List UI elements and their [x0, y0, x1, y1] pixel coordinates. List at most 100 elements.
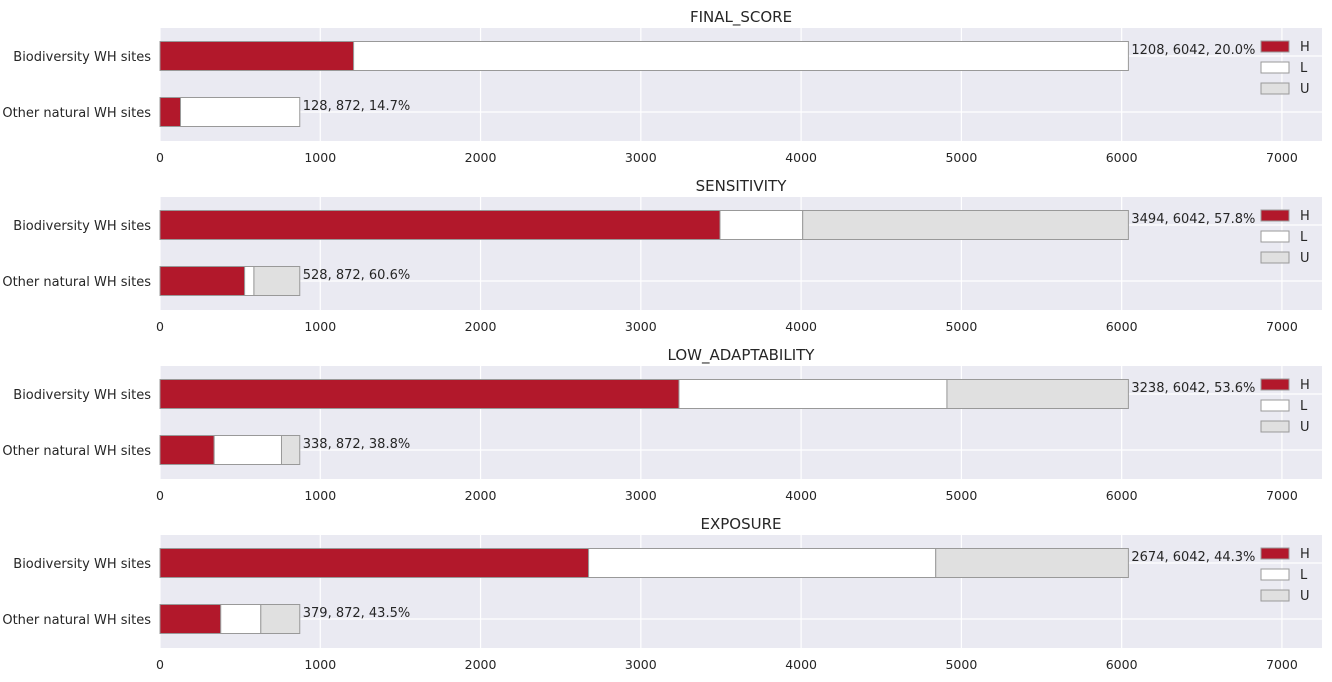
x-tick-label: 0: [156, 488, 164, 503]
x-tick-label: 3000: [625, 319, 657, 334]
bar-segment-h: [159, 266, 246, 296]
x-tick-label: 3000: [625, 150, 657, 165]
bar-value-label: 128, 872, 14.7%: [303, 99, 410, 114]
x-tick-label: 5000: [945, 150, 977, 165]
category-label: Other natural WH sites: [2, 444, 151, 459]
bar-segment-h: [159, 41, 355, 71]
x-tick-label: 1000: [304, 319, 336, 334]
x-tick-label: 4000: [785, 488, 817, 503]
x-tick-label: 4000: [785, 319, 817, 334]
bar-segment-u: [253, 266, 301, 296]
x-tick-label: 2000: [465, 657, 497, 672]
bar-segment-l: [244, 266, 255, 296]
x-tick-label: 4000: [785, 150, 817, 165]
bar-segment-l: [220, 604, 262, 634]
chart-title: EXPOSURE: [700, 515, 781, 533]
bar-segment-u: [260, 604, 301, 634]
bar-segment-h: [159, 97, 182, 127]
x-tick-label: 5000: [945, 319, 977, 334]
legend-label: H: [1300, 40, 1310, 55]
x-tick-label: 6000: [1106, 319, 1138, 334]
legend-label: U: [1300, 82, 1310, 97]
bar-segment-l: [353, 41, 1129, 71]
x-tick-label: 5000: [945, 657, 977, 672]
bar-segment-l: [678, 379, 948, 409]
bar-value-label: 338, 872, 38.8%: [303, 437, 410, 452]
legend-label: U: [1300, 420, 1310, 435]
legend: HLU: [1260, 40, 1310, 97]
bar-segment-h: [159, 604, 222, 634]
legend-swatch-l: [1260, 230, 1290, 243]
bar-segment-u: [280, 435, 301, 465]
legend-label: U: [1300, 251, 1310, 266]
x-tick-label: 0: [156, 319, 164, 334]
legend: HLU: [1260, 547, 1310, 604]
bar-segment-l: [213, 435, 282, 465]
x-tick-label: 6000: [1106, 150, 1138, 165]
x-tick-label: 0: [156, 150, 164, 165]
category-label: Biodiversity WH sites: [13, 50, 151, 65]
bar-segment-l: [719, 210, 804, 240]
legend-swatch-u: [1260, 589, 1290, 602]
legend-swatch-u: [1260, 82, 1290, 95]
category-label: Biodiversity WH sites: [13, 219, 151, 234]
legend: HLU: [1260, 209, 1310, 266]
subplot-sensitivity: SENSITIVITY 0 1000 2000 3000 4000 5000 6000 7000…: [2, 177, 1322, 334]
legend-swatch-h: [1260, 547, 1290, 560]
x-tick-label: 7000: [1266, 150, 1298, 165]
bar-segment-h: [159, 548, 590, 578]
category-label: Other natural WH sites: [2, 275, 151, 290]
subplot-final-score: FINAL_SCORE 0 1000 2000 3000 4000 5000 6000 7000…: [2, 8, 1322, 165]
x-tick-label: 7000: [1266, 657, 1298, 672]
bar-segment-u: [935, 548, 1129, 578]
bar-value-label: 1208, 6042, 20.0%: [1131, 43, 1255, 58]
bar-segment-h: [159, 210, 721, 240]
legend-swatch-u: [1260, 251, 1290, 264]
legend-label: H: [1300, 378, 1310, 393]
legend-swatch-h: [1260, 209, 1290, 222]
category-label: Biodiversity WH sites: [13, 388, 151, 403]
legend-label: L: [1300, 399, 1308, 414]
legend-swatch-h: [1260, 378, 1290, 391]
bar-segment-l: [588, 548, 937, 578]
bar-value-label: 2674, 6042, 44.3%: [1131, 550, 1255, 565]
legend-swatch-u: [1260, 420, 1290, 433]
x-tick-label: 2000: [465, 319, 497, 334]
x-tick-label: 3000: [625, 488, 657, 503]
bar-segment-u: [802, 210, 1129, 240]
chart-title: FINAL_SCORE: [690, 8, 792, 27]
category-label: Biodiversity WH sites: [13, 557, 151, 572]
legend-label: L: [1300, 230, 1308, 245]
bar-value-label: 379, 872, 43.5%: [303, 606, 410, 621]
x-tick-label: 6000: [1106, 488, 1138, 503]
legend-label: U: [1300, 589, 1310, 604]
x-tick-label: 0: [156, 657, 164, 672]
legend-label: L: [1300, 61, 1308, 76]
legend-swatch-l: [1260, 399, 1290, 412]
x-tick-label: 7000: [1266, 319, 1298, 334]
legend-swatch-l: [1260, 61, 1290, 74]
legend-label: H: [1300, 547, 1310, 562]
x-tick-label: 4000: [785, 657, 817, 672]
x-tick-label: 7000: [1266, 488, 1298, 503]
x-tick-label: 3000: [625, 657, 657, 672]
bar-value-label: 528, 872, 60.6%: [303, 268, 410, 283]
legend-swatch-h: [1260, 40, 1290, 53]
bar-segment-h: [159, 435, 215, 465]
chart-title: SENSITIVITY: [696, 177, 788, 195]
x-tick-label: 2000: [465, 150, 497, 165]
legend-swatch-l: [1260, 568, 1290, 581]
category-label: Other natural WH sites: [2, 106, 151, 121]
subplot-exposure: EXPOSURE 0 1000 2000 3000 4000 5000 6000 7000 Bio…: [2, 515, 1322, 672]
category-label: Other natural WH sites: [2, 613, 151, 628]
subplot-low-adaptability: LOW_ADAPTABILITY 0 1000 2000 3000 4000 5000 600…: [2, 346, 1322, 503]
legend-label: L: [1300, 568, 1308, 583]
x-tick-label: 1000: [304, 150, 336, 165]
bar-value-label: 3494, 6042, 57.8%: [1131, 212, 1255, 227]
chart-title: LOW_ADAPTABILITY: [668, 346, 816, 365]
x-tick-label: 2000: [465, 488, 497, 503]
bar-segment-h: [159, 379, 680, 409]
x-tick-label: 6000: [1106, 657, 1138, 672]
x-tick-label: 1000: [304, 488, 336, 503]
